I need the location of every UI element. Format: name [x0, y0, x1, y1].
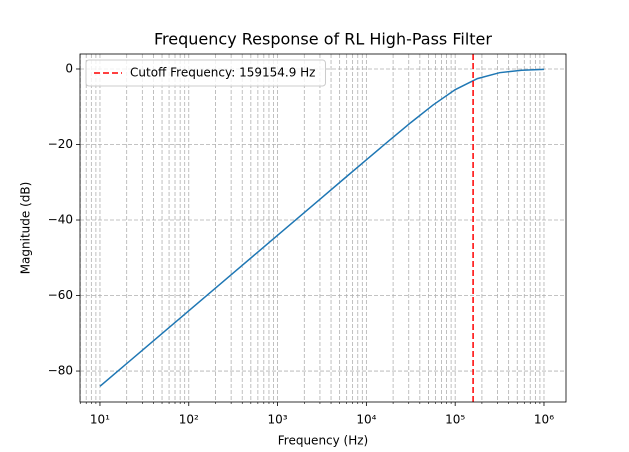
y-tick-label: 0	[65, 61, 73, 75]
x-tick-label: 10³	[268, 413, 288, 427]
x-axis-label: Frequency (Hz)	[278, 434, 369, 448]
legend-box	[85, 59, 326, 87]
y-tick-label: −20	[48, 137, 73, 151]
y-axis-label: Magnitude (dB)	[19, 182, 33, 275]
x-tick-label: 10⁴	[356, 413, 376, 427]
y-tick-label: −80	[48, 364, 73, 378]
plot-frame	[79, 53, 567, 403]
y-tick-label: −60	[48, 288, 73, 302]
chart-title: Frequency Response of RL High-Pass Filte…	[154, 30, 492, 49]
legend-label: Cutoff Frequency: 159154.9 Hz	[130, 66, 315, 80]
line-series	[99, 68, 545, 387]
x-tick-label: 10¹	[90, 413, 110, 427]
x-tick-label: 10⁶	[534, 413, 554, 427]
y-tick-label: −40	[48, 213, 73, 227]
x-tick-label: 10⁵	[445, 413, 465, 427]
x-tick-label: 10²	[179, 413, 199, 427]
